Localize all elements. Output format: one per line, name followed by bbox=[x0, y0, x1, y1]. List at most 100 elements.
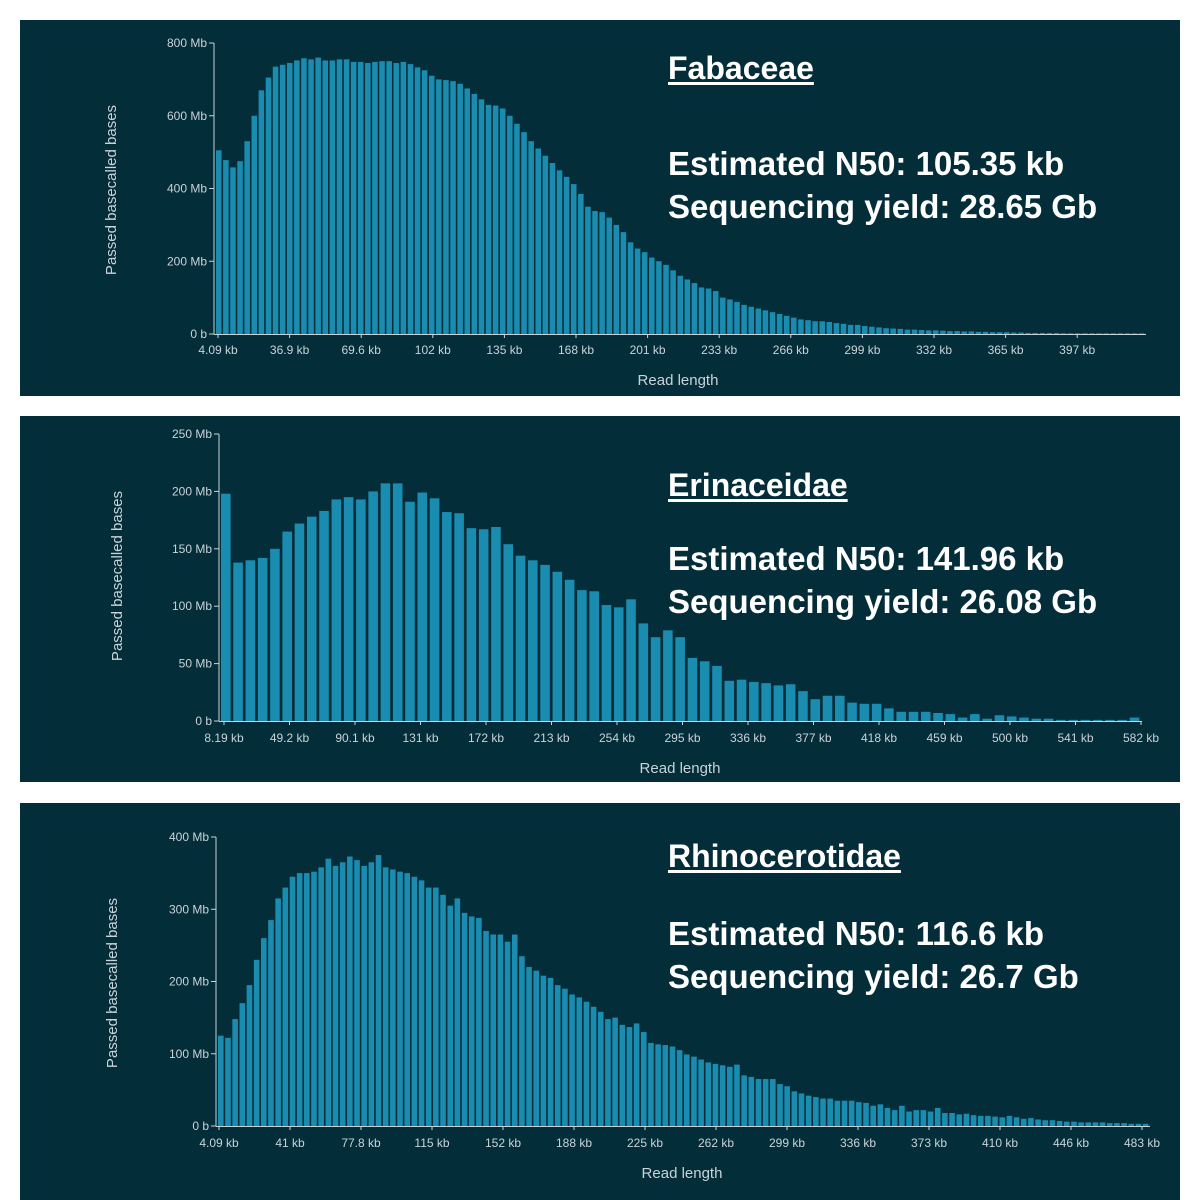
bar bbox=[528, 141, 534, 334]
bar bbox=[393, 63, 400, 334]
bar bbox=[1046, 332, 1053, 334]
bar bbox=[275, 898, 281, 1126]
bar bbox=[1013, 1117, 1020, 1126]
bar bbox=[1099, 1122, 1106, 1126]
bar bbox=[454, 898, 461, 1126]
bar bbox=[599, 212, 605, 334]
bar bbox=[466, 528, 477, 721]
bar bbox=[755, 1079, 762, 1126]
y-tick-label: 200 Mb bbox=[172, 484, 212, 498]
bar bbox=[382, 867, 389, 1126]
bar bbox=[684, 1054, 690, 1126]
bar bbox=[1078, 1122, 1084, 1126]
bar bbox=[1042, 1120, 1049, 1126]
bar bbox=[798, 1093, 805, 1126]
bar bbox=[478, 529, 489, 721]
y-axis-title: Passed basecalled bases bbox=[109, 491, 126, 661]
x-tick-label: 418 kb bbox=[861, 731, 897, 745]
x-tick-label: 446 kb bbox=[1053, 1136, 1089, 1150]
bar bbox=[576, 997, 583, 1126]
n50-label: Estimated N50: 141.96 kb bbox=[668, 540, 1065, 577]
bar bbox=[282, 887, 289, 1126]
bar bbox=[365, 63, 371, 334]
bar bbox=[556, 170, 563, 334]
bar bbox=[1004, 332, 1010, 334]
bar bbox=[1056, 1120, 1063, 1126]
bar bbox=[848, 1100, 855, 1126]
bar bbox=[504, 941, 511, 1126]
bar bbox=[379, 61, 385, 334]
bar bbox=[1114, 1123, 1120, 1126]
bar bbox=[1039, 332, 1046, 334]
bar bbox=[286, 63, 293, 334]
bar bbox=[627, 242, 634, 334]
x-tick-label: 36.9 kb bbox=[270, 343, 310, 357]
n50-label: Estimated N50: 116.6 kb bbox=[668, 915, 1045, 952]
bar bbox=[748, 1076, 755, 1126]
bar bbox=[368, 491, 378, 721]
bar bbox=[590, 1006, 597, 1126]
bar bbox=[464, 88, 471, 334]
bar bbox=[712, 665, 722, 721]
y-tick-label: 0 b bbox=[190, 327, 207, 341]
bar bbox=[540, 564, 550, 721]
bar bbox=[957, 717, 968, 721]
bar bbox=[232, 1019, 238, 1126]
bar bbox=[282, 531, 292, 721]
bar bbox=[904, 329, 911, 334]
bar bbox=[1053, 332, 1060, 334]
bar bbox=[491, 526, 501, 721]
bar bbox=[724, 680, 735, 721]
bar bbox=[925, 330, 932, 334]
bar bbox=[1049, 1120, 1056, 1126]
bar bbox=[770, 1079, 776, 1126]
bar bbox=[322, 60, 329, 335]
bar bbox=[854, 324, 861, 334]
bar bbox=[347, 856, 353, 1126]
x-tick-label: 102 kb bbox=[415, 343, 451, 357]
x-tick-label: 254 kb bbox=[599, 731, 635, 745]
bar bbox=[762, 1079, 769, 1126]
x-tick-label: 295 kb bbox=[664, 731, 700, 745]
x-tick-label: 225 kb bbox=[627, 1136, 663, 1150]
bar bbox=[1006, 716, 1017, 721]
bar bbox=[585, 206, 591, 334]
bar bbox=[784, 1086, 790, 1126]
y-axis-title: Passed basecalled bases bbox=[104, 898, 121, 1068]
bar bbox=[1043, 718, 1054, 721]
bar bbox=[833, 323, 840, 334]
x-tick-label: 373 kb bbox=[911, 1136, 947, 1150]
y-tick-label: 0 b bbox=[192, 1119, 209, 1133]
bar bbox=[933, 330, 939, 334]
bar bbox=[1085, 1122, 1092, 1126]
bar bbox=[791, 1091, 798, 1126]
bar bbox=[400, 61, 407, 334]
bar bbox=[698, 287, 705, 334]
bar bbox=[1105, 719, 1115, 721]
bar bbox=[669, 1046, 676, 1126]
bar bbox=[977, 1115, 984, 1126]
x-tick-label: 172 kb bbox=[468, 731, 504, 745]
x-tick-label: 41 kb bbox=[275, 1136, 305, 1150]
bar bbox=[447, 905, 454, 1126]
bar bbox=[570, 184, 577, 334]
bar bbox=[648, 1042, 654, 1126]
bar bbox=[315, 57, 321, 335]
bar bbox=[554, 985, 561, 1126]
bar bbox=[258, 90, 265, 334]
x-axis-title: Read length bbox=[640, 760, 721, 777]
bar bbox=[1092, 719, 1103, 721]
bar bbox=[597, 1011, 604, 1126]
bar bbox=[934, 1107, 941, 1126]
bar bbox=[856, 1102, 862, 1126]
y-tick-label: 50 Mb bbox=[179, 657, 213, 671]
bar bbox=[563, 176, 570, 334]
bar bbox=[954, 331, 960, 334]
bar-chart-fabaceae: 0 b 200 Mb 400 Mb 600 Mb 800 Mb 4.09 kb 36.9 k… bbox=[103, 36, 1146, 389]
y-tick-label: 250 Mb bbox=[172, 427, 212, 441]
bar bbox=[450, 81, 456, 334]
bar bbox=[443, 80, 449, 334]
bar bbox=[428, 75, 435, 335]
bar bbox=[552, 571, 563, 721]
x-tick-label: 90.1 kb bbox=[335, 731, 375, 745]
